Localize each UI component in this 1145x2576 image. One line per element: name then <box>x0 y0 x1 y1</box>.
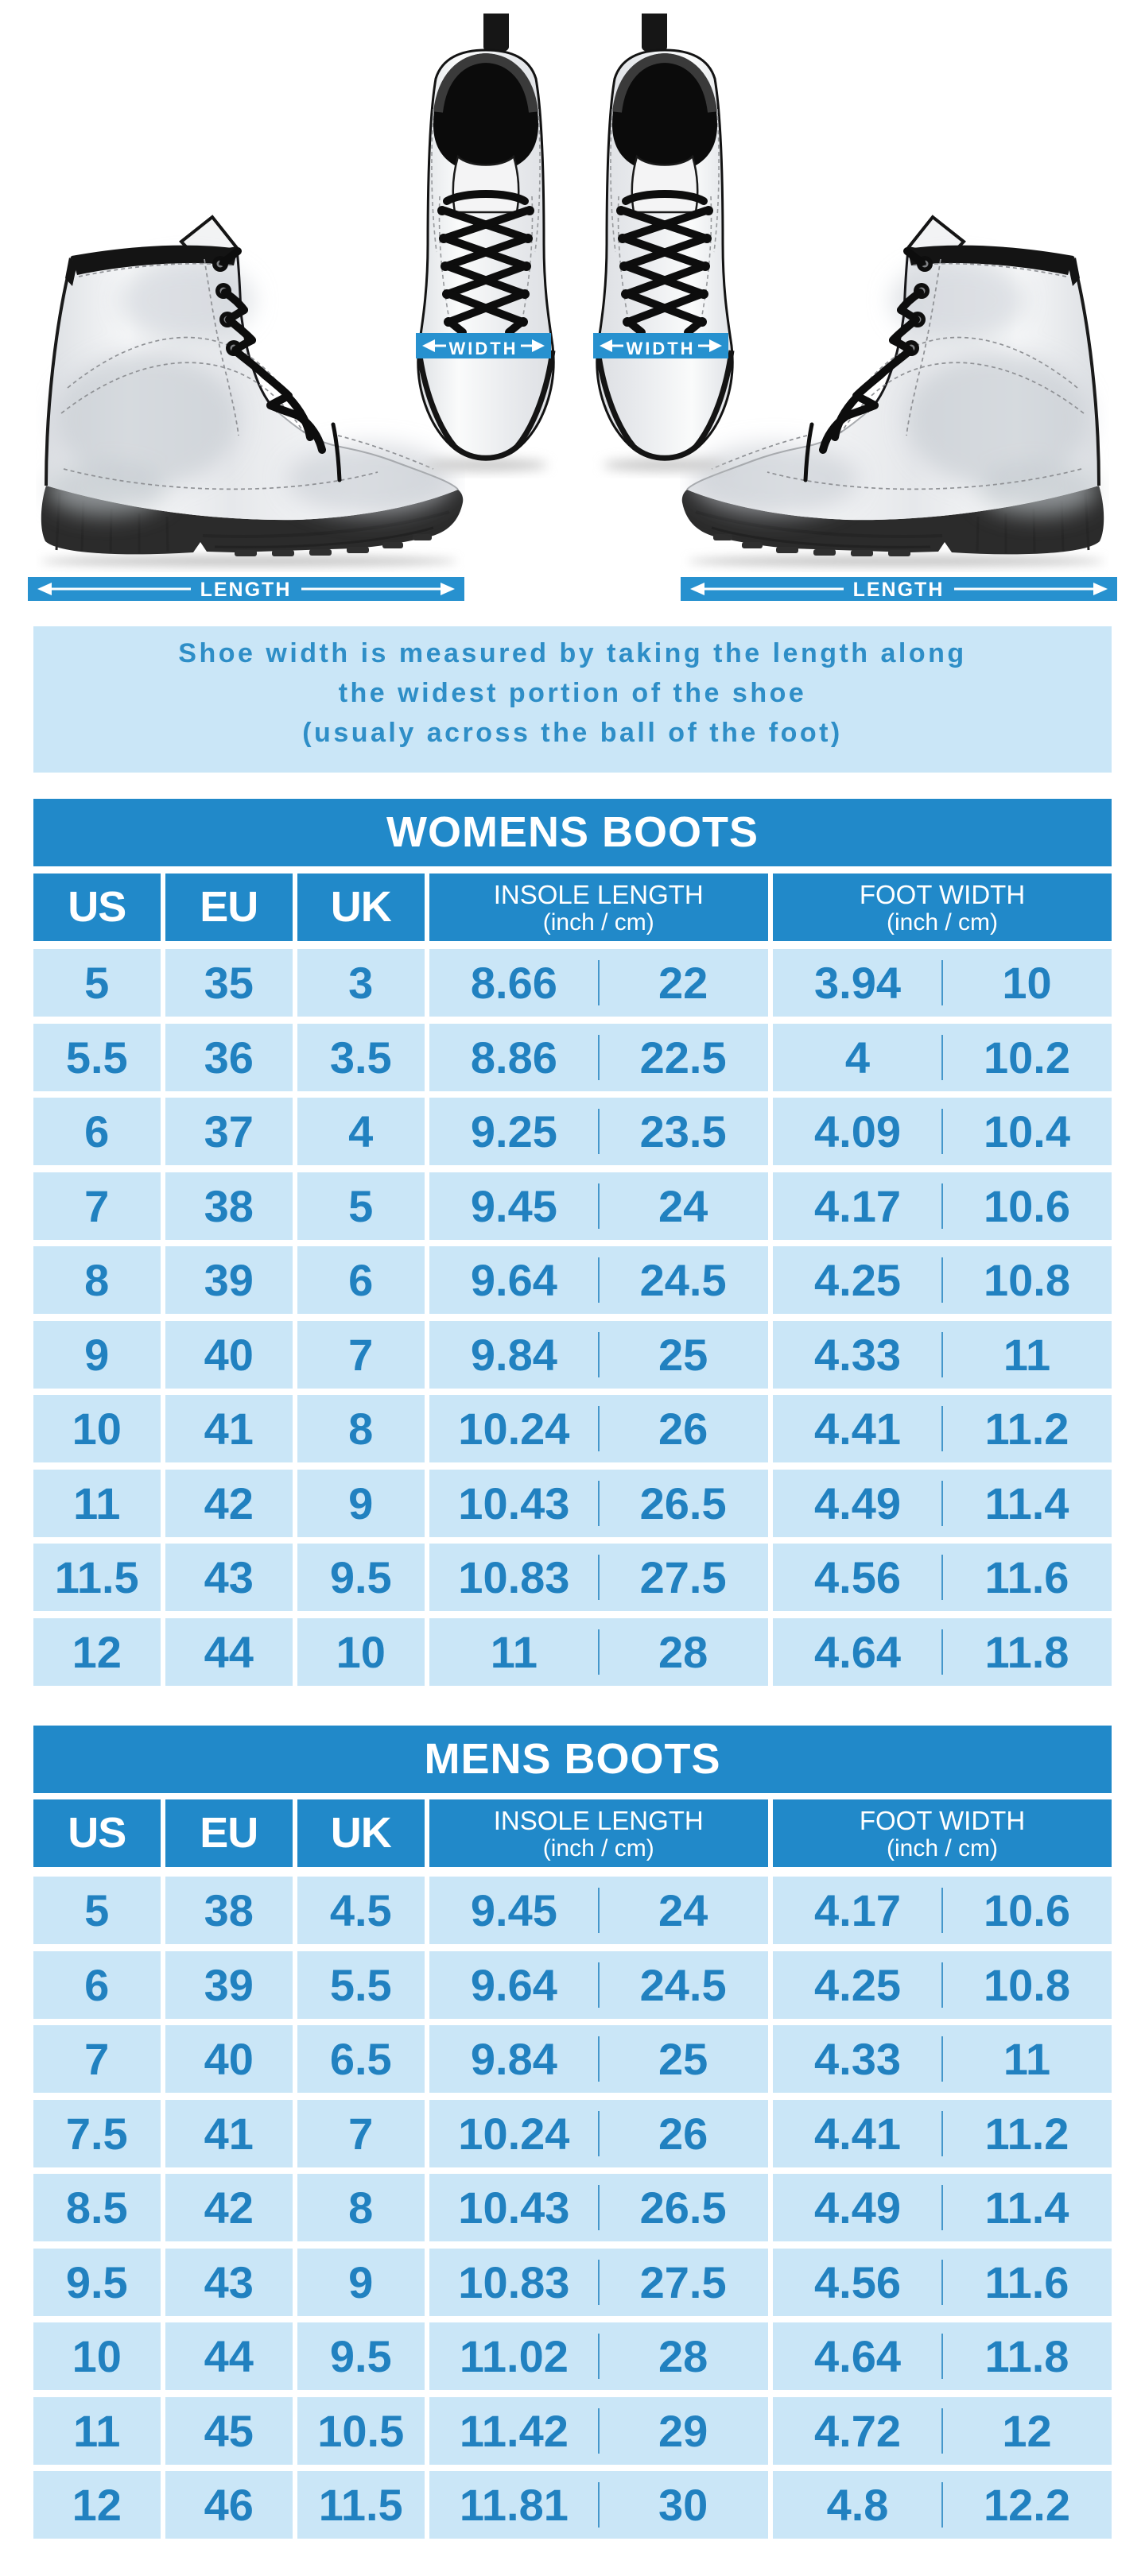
svg-text:LENGTH: LENGTH <box>200 579 292 601</box>
svg-text:WIDTH: WIDTH <box>448 339 518 358</box>
svg-text:LENGTH: LENGTH <box>853 579 945 601</box>
svg-text:WIDTH: WIDTH <box>626 339 695 358</box>
